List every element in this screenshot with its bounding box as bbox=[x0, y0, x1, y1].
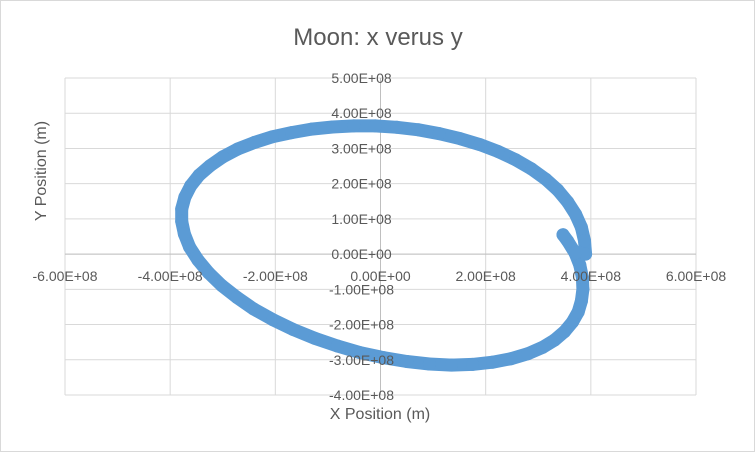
data-point bbox=[230, 290, 244, 304]
data-point bbox=[175, 214, 189, 228]
x-tick-label: -6.00E+08 bbox=[33, 268, 98, 284]
y-tick-label: 4.00E+08 bbox=[331, 105, 392, 121]
chart-title: Moon: x verus y bbox=[293, 24, 462, 51]
data-point bbox=[579, 247, 593, 261]
x-axis-title: X Position (m) bbox=[330, 406, 430, 423]
data-point bbox=[265, 130, 279, 144]
x-tick-label: 0.00E+00 bbox=[350, 268, 411, 284]
x-tick-label: 4.00E+08 bbox=[561, 268, 622, 284]
data-point bbox=[551, 183, 565, 197]
data-point bbox=[230, 142, 244, 156]
data-point bbox=[521, 347, 535, 361]
data-point bbox=[354, 346, 368, 360]
y-axis-title: Y Position (m) bbox=[33, 121, 50, 221]
data-point bbox=[178, 190, 192, 204]
data-point bbox=[330, 339, 344, 353]
data-point bbox=[308, 331, 322, 345]
data-point bbox=[558, 325, 572, 339]
y-tick-label: -2.00E+08 bbox=[329, 317, 394, 333]
data-point bbox=[571, 305, 585, 319]
data-point bbox=[215, 278, 229, 292]
data-point bbox=[368, 119, 382, 133]
data-point bbox=[568, 246, 582, 260]
data-point bbox=[285, 126, 299, 140]
data-point bbox=[504, 352, 518, 366]
data-point bbox=[183, 240, 197, 254]
data-point bbox=[453, 132, 467, 146]
data-point bbox=[576, 282, 590, 296]
data-point bbox=[548, 333, 562, 347]
data-point bbox=[509, 153, 523, 167]
data-point bbox=[177, 227, 191, 241]
x-tick-label: -4.00E+08 bbox=[138, 268, 203, 284]
data-point bbox=[266, 313, 280, 327]
data-point bbox=[578, 234, 592, 248]
data-point bbox=[444, 358, 458, 372]
data-point bbox=[247, 135, 261, 149]
data-point bbox=[524, 162, 538, 176]
data-point bbox=[573, 258, 587, 272]
data-point bbox=[491, 145, 505, 159]
y-tick-label: 1.00E+08 bbox=[331, 211, 392, 227]
data-point bbox=[305, 122, 319, 136]
x-tick-label: 2.00E+08 bbox=[455, 268, 516, 284]
y-tick-label: 2.00E+08 bbox=[331, 176, 392, 192]
data-point bbox=[326, 120, 340, 134]
y-tick-label: 0.00E+00 bbox=[331, 246, 392, 262]
data-point bbox=[191, 253, 205, 267]
data-point bbox=[175, 202, 189, 216]
data-point bbox=[575, 270, 589, 284]
y-tick-label: -4.00E+08 bbox=[329, 387, 394, 403]
data-point bbox=[377, 351, 391, 365]
data-point bbox=[556, 228, 570, 242]
data-point bbox=[473, 138, 487, 152]
data-point bbox=[569, 207, 583, 221]
data-point bbox=[486, 355, 500, 369]
data-series bbox=[175, 119, 593, 372]
data-point bbox=[432, 127, 446, 141]
data-point bbox=[561, 195, 575, 209]
data-point bbox=[286, 322, 300, 336]
y-tick-label: -3.00E+08 bbox=[329, 352, 394, 368]
data-point bbox=[535, 340, 549, 354]
data-point bbox=[411, 123, 425, 137]
data-point bbox=[539, 172, 553, 186]
data-point bbox=[216, 150, 230, 164]
data-point bbox=[184, 179, 198, 193]
data-point bbox=[202, 266, 216, 280]
data-point bbox=[574, 294, 588, 308]
x-tick-label: 6.00E+08 bbox=[666, 268, 727, 284]
data-point bbox=[347, 119, 361, 133]
y-tick-label: -1.00E+08 bbox=[329, 281, 394, 297]
tick-labels: -6.00E+08 -4.00E+08 -2.00E+08 0.00E+00 2.00E… bbox=[33, 70, 727, 403]
data-point bbox=[565, 315, 579, 329]
data-point bbox=[192, 168, 206, 182]
y-tick-label: 3.00E+08 bbox=[331, 140, 392, 156]
data-point bbox=[247, 302, 261, 316]
data-point bbox=[466, 357, 480, 371]
data-point bbox=[422, 357, 436, 371]
data-point bbox=[400, 355, 414, 369]
x-tick-label: -2.00E+08 bbox=[243, 268, 308, 284]
y-tick-label: 5.00E+08 bbox=[331, 70, 392, 86]
data-point bbox=[574, 220, 588, 234]
data-point bbox=[203, 159, 217, 173]
data-point bbox=[390, 120, 404, 134]
